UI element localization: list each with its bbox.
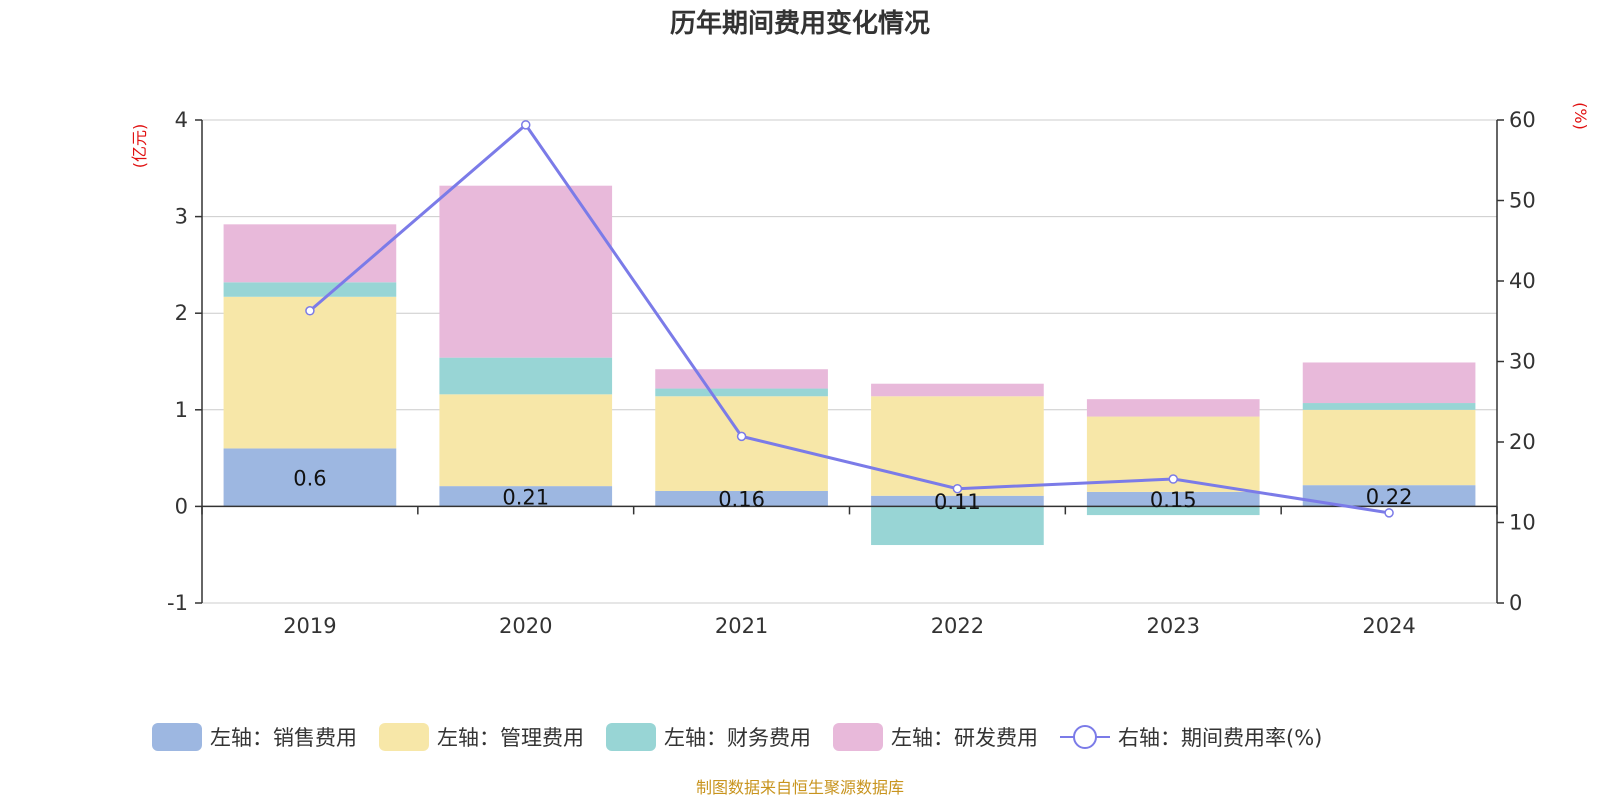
legend-label: 左轴：研发费用 — [891, 726, 1038, 750]
bar-segment — [871, 495, 1044, 507]
right-tick-label: 10 — [1509, 511, 1536, 535]
bar-segment — [223, 296, 397, 449]
x-tick-label: 2020 — [499, 614, 552, 638]
bar-segment — [1302, 409, 1476, 486]
bar-segment — [223, 224, 397, 283]
rate-point — [1384, 508, 1394, 518]
bar-segment — [223, 282, 397, 297]
left-axis-unit: (亿元) — [130, 124, 149, 169]
left-tick-label: -1 — [167, 591, 188, 615]
data-label: 0.15 — [1150, 488, 1197, 512]
bar-segment — [439, 394, 613, 487]
right-tick-label: 40 — [1509, 269, 1536, 293]
right-tick-label: 0 — [1509, 591, 1522, 615]
bar-segment — [439, 185, 613, 358]
legend-label: 右轴：期间费用率(%) — [1118, 726, 1322, 750]
legend: 左轴：销售费用 左轴：管理费用 左轴：财务费用 左轴：研发费用 右轴：期间费用率(%) — [152, 723, 1322, 751]
x-tick-label: 2023 — [1147, 614, 1200, 638]
right-tick-label: 20 — [1509, 430, 1536, 454]
legend-swatch — [833, 723, 883, 751]
rate-point — [1168, 474, 1178, 484]
legend-swatch — [152, 723, 202, 751]
source-note: 制图数据来自恒生聚源数据库 — [696, 778, 904, 797]
rate-point — [305, 306, 315, 316]
bar-segment — [655, 490, 828, 507]
bar-segment — [1086, 491, 1260, 507]
rate-point — [521, 120, 531, 130]
left-tick-label: 2 — [175, 301, 188, 325]
bar-segment — [655, 396, 828, 491]
bar-segment — [1302, 485, 1476, 507]
right-tick-label: 50 — [1509, 189, 1536, 213]
bar-segment — [439, 357, 613, 395]
rate-point — [736, 431, 747, 442]
bar-segment — [655, 388, 828, 397]
right-tick-label: 30 — [1509, 350, 1536, 374]
data-labels: 0.6 0.21 0.16 0.11 0.15 0.22 — [293, 466, 1412, 514]
data-label: 0.21 — [502, 485, 549, 509]
x-tick-label: 2019 — [283, 614, 336, 638]
bar-segment — [1086, 399, 1260, 417]
data-label: 0.11 — [934, 490, 981, 514]
bar-segment — [871, 396, 1044, 496]
bar-segment — [871, 383, 1044, 397]
legend-marker — [1073, 725, 1097, 749]
rate-point — [952, 483, 963, 494]
left-tick-label: 0 — [175, 494, 188, 518]
x-tick-label: 2021 — [715, 614, 768, 638]
bar-segment — [1302, 362, 1476, 404]
legend-swatch — [379, 723, 429, 751]
legend-swatch — [606, 723, 656, 751]
rate-line-path — [308, 122, 1390, 515]
legend-label: 左轴：销售费用 — [210, 726, 357, 750]
bar-segment — [439, 486, 613, 507]
bar-segment — [655, 369, 828, 389]
data-label: 0.6 — [293, 466, 326, 490]
left-tick-label: 4 — [175, 108, 188, 132]
legend-label: 左轴：管理费用 — [437, 726, 584, 750]
right-tick-label: 60 — [1509, 108, 1536, 132]
bar-segment — [871, 506, 1044, 546]
bar-segment — [1302, 403, 1476, 410]
x-tick-label: 2024 — [1362, 614, 1415, 638]
chart-title: 历年期间费用变化情况 — [670, 8, 930, 39]
bar-segment — [1086, 506, 1260, 516]
x-tick-label: 2022 — [931, 614, 984, 638]
bars — [223, 185, 1476, 546]
left-tick-label: 1 — [175, 398, 188, 422]
data-label: 0.16 — [718, 488, 765, 512]
rate-line — [305, 120, 1394, 518]
left-tick-label: 3 — [175, 205, 188, 229]
legend-label: 左轴：财务费用 — [664, 726, 811, 750]
bar-segment — [223, 448, 397, 507]
data-label: 0.22 — [1366, 485, 1413, 509]
right-axis-unit: (%) — [1571, 102, 1590, 130]
